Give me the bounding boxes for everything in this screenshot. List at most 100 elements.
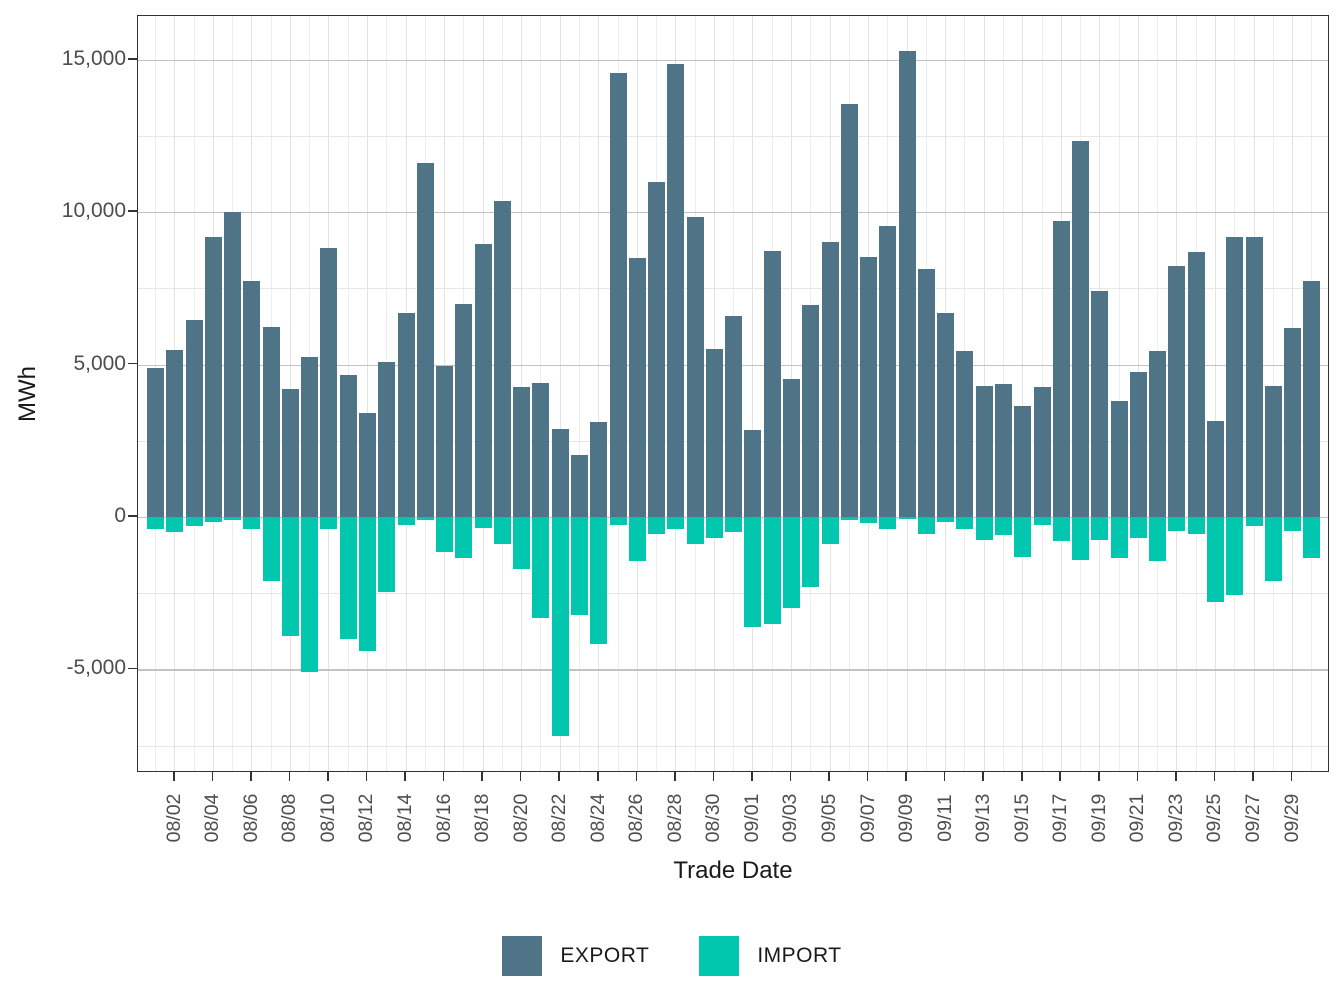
vertical-gridline <box>1118 16 1120 771</box>
export-bar-09/28 <box>1264 385 1282 517</box>
import-bar-09/10 <box>917 517 935 534</box>
x-tick-mark <box>365 772 368 781</box>
import-bar-08/19 <box>493 517 511 545</box>
import-bar-09/24 <box>1187 517 1205 534</box>
x-tick-mark <box>1175 772 1177 781</box>
export-bar-08/06 <box>243 281 261 517</box>
export-bar-09/21 <box>1129 372 1147 517</box>
export-bar-08/23 <box>570 454 588 517</box>
export-bar-08/28 <box>667 64 685 517</box>
export-bar-09/11 <box>937 312 955 517</box>
import-bar-08/18 <box>474 517 492 528</box>
vertical-gridline <box>1022 16 1024 771</box>
x-tick-mark <box>982 772 984 781</box>
import-bar-09/01 <box>744 517 762 627</box>
export-bar-09/02 <box>763 250 781 517</box>
import-bar-09/21 <box>1129 517 1147 539</box>
export-bar-08/30 <box>705 348 723 517</box>
import-bar-09/02 <box>763 517 781 624</box>
import-bar-08/23 <box>570 517 588 615</box>
import-bar-08/25 <box>609 517 627 525</box>
import-bar-09/23 <box>1168 517 1186 531</box>
x-tick-mark <box>789 772 792 781</box>
import-bar-09/18 <box>1072 517 1090 560</box>
import-bar-09/07 <box>860 517 878 524</box>
x-tick-mark <box>288 772 291 781</box>
export-bar-09/03 <box>782 378 800 517</box>
import-bar-08/16 <box>436 517 454 553</box>
y-axis-title: MWh <box>14 366 41 422</box>
export-bar-09/04 <box>802 305 820 517</box>
export-bar-08/02 <box>166 349 184 517</box>
export-bar-08/27 <box>648 181 666 517</box>
import-bar-08/14 <box>397 517 415 525</box>
export-bar-09/27 <box>1245 236 1263 517</box>
export-bar-08/18 <box>474 244 492 517</box>
export-bar-09/25 <box>1206 420 1224 517</box>
import-bar-09/16 <box>1033 517 1051 525</box>
export-bar-09/19 <box>1091 291 1109 517</box>
x-tick-mark <box>596 772 599 781</box>
export-bar-08/24 <box>590 422 608 517</box>
export-legend-label: EXPORT <box>560 944 650 967</box>
y-tick-label: 0 <box>114 504 126 527</box>
x-tick-mark <box>1136 772 1139 781</box>
import-bar-08/06 <box>243 517 261 530</box>
export-bar-08/29 <box>686 217 704 517</box>
x-tick-mark <box>712 772 715 781</box>
export-bar-08/20 <box>513 387 531 517</box>
export-bar-09/16 <box>1033 387 1051 517</box>
x-tick-mark <box>751 772 753 781</box>
x-tick-mark <box>327 772 329 781</box>
x-axis-title: Trade Date <box>673 857 793 884</box>
import-bar-08/08 <box>281 517 299 636</box>
export-bar-09/14 <box>994 384 1012 517</box>
export-bar-08/15 <box>416 163 434 517</box>
import-bar-09/11 <box>937 517 955 522</box>
import-bar-08/17 <box>455 517 473 559</box>
export-bar-08/16 <box>436 366 454 517</box>
x-tick-mark <box>1290 772 1293 781</box>
import-bar-09/26 <box>1226 517 1244 595</box>
import-bar-08/28 <box>667 517 685 530</box>
import-bar-08/31 <box>725 517 743 533</box>
import-bar-09/19 <box>1091 517 1109 540</box>
export-bar-09/12 <box>956 350 974 517</box>
import-bar-09/30 <box>1303 517 1321 559</box>
import-bar-08/13 <box>378 517 396 592</box>
export-bar-09/17 <box>1052 221 1070 517</box>
y-tick-label: -5,000 <box>66 656 126 680</box>
import-bar-09/14 <box>994 517 1012 536</box>
minor-gridline <box>138 593 1328 595</box>
import-bar-08/15 <box>416 517 434 521</box>
import-bar-09/28 <box>1264 517 1282 582</box>
export-bar-09/07 <box>860 256 878 517</box>
major-gridline <box>138 212 1328 214</box>
export-bar-08/14 <box>397 312 415 517</box>
export-bar-08/12 <box>358 413 376 517</box>
y-tick-mark <box>128 57 137 60</box>
import-bar-09/03 <box>782 517 800 609</box>
x-tick-mark <box>943 772 946 781</box>
import-bar-09/12 <box>956 517 974 530</box>
export-bar-09/26 <box>1226 236 1244 517</box>
x-tick-mark <box>172 772 175 781</box>
import-bar-08/10 <box>320 517 338 530</box>
y-tick-mark <box>128 210 137 212</box>
export-bar-08/03 <box>185 320 203 517</box>
import-bar-08/27 <box>648 517 666 534</box>
vertical-gridline <box>578 16 580 771</box>
minor-gridline <box>138 288 1328 290</box>
y-tick-label: 5,000 <box>73 351 126 375</box>
x-tick-mark <box>635 772 638 781</box>
x-tick-mark <box>866 772 869 781</box>
export-bar-09/20 <box>1110 401 1128 517</box>
x-tick-mark <box>519 772 522 781</box>
import-bar-08/12 <box>358 517 376 652</box>
x-tick-label: 09/29 <box>1280 793 1303 843</box>
x-tick-mark <box>442 772 445 781</box>
export-bar-09/01 <box>744 430 762 517</box>
x-tick-mark <box>1059 772 1062 781</box>
export-bar-08/13 <box>378 361 396 517</box>
x-tick-mark <box>558 772 560 781</box>
